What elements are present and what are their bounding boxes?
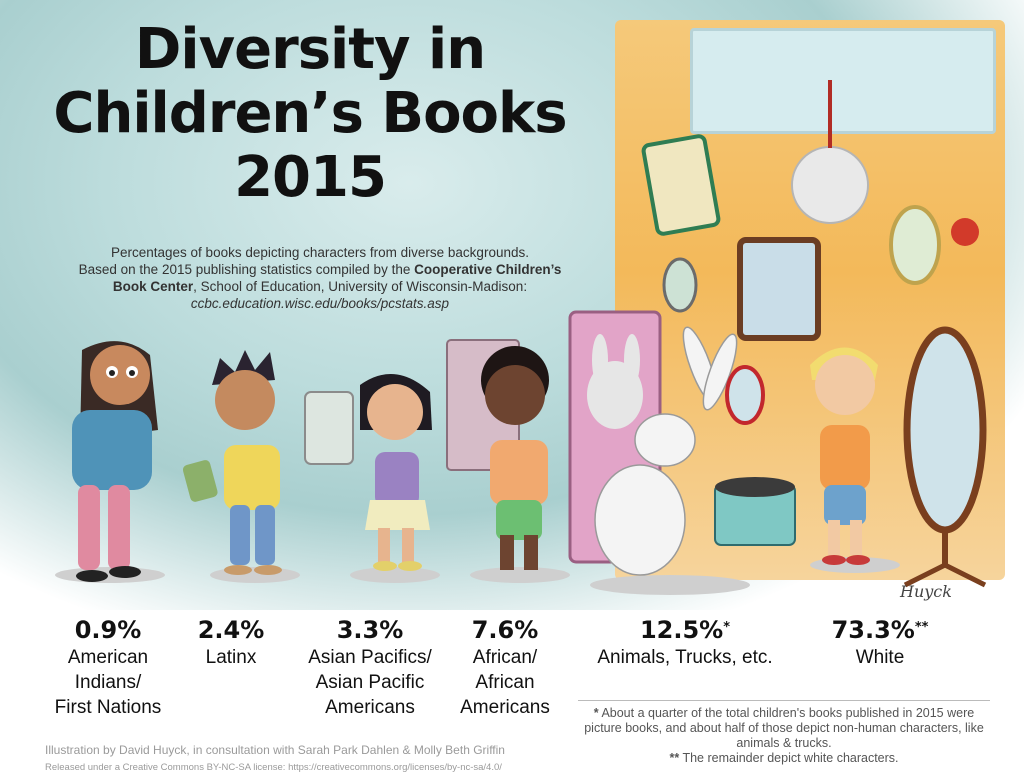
stat-label: Indians/ bbox=[74, 672, 142, 693]
artist-signature: Huyck bbox=[900, 582, 952, 601]
character-illustrations bbox=[55, 80, 987, 595]
stat-label: African/ bbox=[472, 647, 538, 668]
footnotes: * About a quarter of the total children'… bbox=[578, 706, 990, 766]
figure-white-boy bbox=[810, 347, 878, 565]
illustration-credit: Illustration by David Huyck, in consulta… bbox=[45, 743, 505, 757]
illustration-scene: Huyck bbox=[0, 0, 1024, 610]
stat-column: 7.6% African/African Americans bbox=[440, 615, 570, 720]
stat-label: Americans bbox=[460, 697, 550, 718]
subtitle: Percentages of books depicting character… bbox=[40, 244, 600, 312]
stat-value-text: 7.6% bbox=[471, 616, 539, 644]
figure-asian-pacific-girl bbox=[304, 374, 432, 571]
footnote-single-marker: * bbox=[593, 706, 599, 720]
shadow-3 bbox=[350, 567, 440, 583]
stat-value: 7.6% bbox=[440, 615, 570, 645]
title-line-3: 2015 bbox=[234, 145, 387, 210]
shadow-5 bbox=[590, 575, 750, 595]
figure-african-american-boy bbox=[446, 339, 549, 570]
shadow-1 bbox=[55, 567, 165, 583]
stat-label: Animals, Trucks, etc. bbox=[597, 647, 773, 668]
subtitle-line-2: Based on the 2015 publishing statistics … bbox=[40, 261, 600, 278]
footnote-single: * About a quarter of the total children'… bbox=[578, 706, 990, 751]
footnote-double-marker: ** bbox=[669, 751, 680, 765]
shadow-4 bbox=[470, 567, 570, 583]
stat-value-marker: ** bbox=[914, 620, 929, 635]
figure-american-indian-girl bbox=[72, 341, 158, 582]
stat-value-text: 73.3% bbox=[831, 616, 915, 644]
stat-column: 73.3%** White bbox=[800, 615, 960, 670]
wall-portraits bbox=[641, 80, 979, 425]
subtitle-line-1: Percentages of books depicting character… bbox=[111, 245, 529, 260]
stat-value-marker: * bbox=[723, 620, 731, 635]
stat-value: 3.3% bbox=[280, 615, 460, 645]
stat-column: 2.4% Latinx bbox=[176, 615, 286, 670]
stat-label: Latinx bbox=[205, 647, 257, 668]
standing-mirror bbox=[903, 326, 987, 588]
stat-label: Asian Pacific bbox=[315, 672, 425, 693]
wall-window bbox=[690, 28, 996, 134]
stat-column: 3.3% Asian Pacifics/Asian Pacific American… bbox=[280, 615, 460, 720]
stat-value-text: 0.9% bbox=[74, 616, 142, 644]
subtitle-line-3b: , School of Education, University of Wis… bbox=[193, 279, 528, 294]
ccbc-name: Cooperative Children’s bbox=[414, 262, 562, 277]
footnote-double: ** The remainder depict white characters… bbox=[578, 751, 990, 766]
page-title: Diversity in Children’s Books 2015 bbox=[0, 18, 620, 210]
stat-value: 73.3%** bbox=[800, 615, 960, 645]
title-line-1: Diversity in bbox=[134, 17, 486, 82]
stat-label: Americans bbox=[325, 697, 415, 718]
source-url[interactable]: ccbc.education.wisc.edu/books/pcstats.as… bbox=[40, 295, 600, 312]
stat-value-text: 3.3% bbox=[336, 616, 404, 644]
figure-bunny bbox=[594, 326, 796, 576]
stat-value: 12.5%* bbox=[570, 615, 800, 645]
figure-latinx-boy bbox=[182, 350, 282, 575]
source-url-text[interactable]: ccbc.education.wisc.edu/books/pcstats.as… bbox=[190, 296, 450, 311]
stat-label: First Nations bbox=[54, 697, 162, 718]
footnote-single-text: About a quarter of the total children's … bbox=[584, 706, 984, 750]
stat-value: 0.9% bbox=[33, 615, 183, 645]
footnote-divider bbox=[578, 700, 990, 701]
stat-column: 0.9% American Indians/First Nations bbox=[33, 615, 183, 720]
footnote-double-text: The remainder depict white characters. bbox=[679, 751, 899, 765]
title-line-2: Children’s Books bbox=[53, 81, 567, 146]
subtitle-line-2a: Based on the 2015 publishing statistics … bbox=[78, 262, 415, 277]
subtitle-line-3: Book Center, School of Education, Univer… bbox=[40, 278, 600, 295]
stat-value-text: 2.4% bbox=[197, 616, 265, 644]
stat-label: White bbox=[855, 647, 905, 668]
ccbc-name-cont: Book Center bbox=[112, 279, 194, 294]
stat-label: Asian Pacifics/ bbox=[308, 647, 432, 668]
stat-label: American bbox=[67, 647, 149, 668]
stat-value: 2.4% bbox=[176, 615, 286, 645]
statistics-row: 0.9% American Indians/First Nations 2.4% Lat… bbox=[0, 615, 1024, 735]
license-credit: Released under a Creative Commons BY-NC-… bbox=[45, 762, 502, 773]
stat-label: African bbox=[475, 672, 535, 693]
stat-value-text: 12.5% bbox=[639, 616, 724, 644]
stat-column: 12.5%* Animals, Trucks, etc. bbox=[570, 615, 800, 670]
